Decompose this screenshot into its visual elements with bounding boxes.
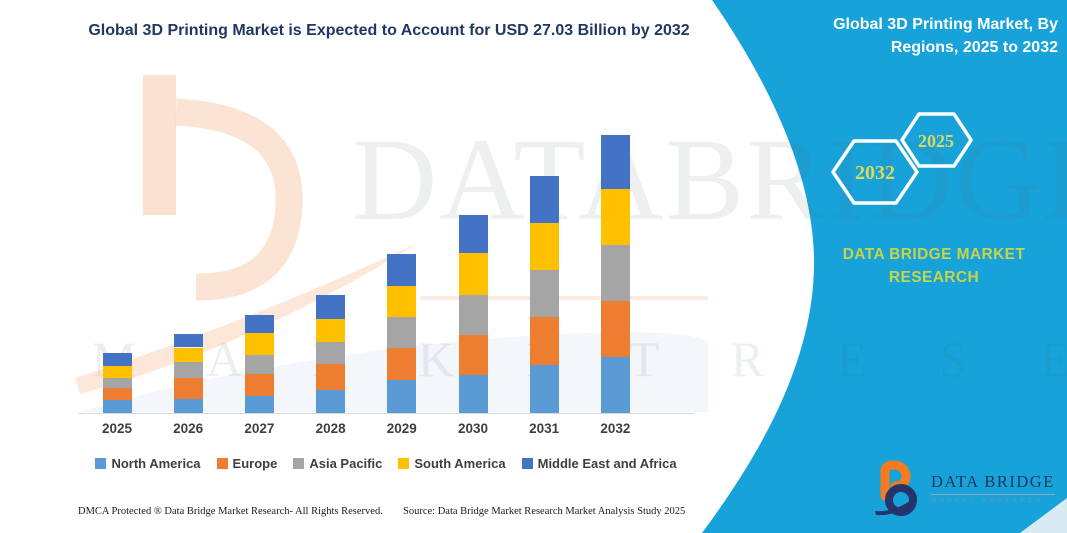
x-tick-2030: 2030: [457, 421, 489, 436]
dbmr-logo-icon: [875, 460, 919, 516]
x-tick-2027: 2027: [244, 421, 275, 436]
bar-segment-south-america-2027: [244, 333, 274, 356]
source-text: Source: Data Bridge Market Research Mark…: [403, 506, 686, 517]
bar-segment-south-america-2025: [102, 366, 132, 378]
bar-segment-asia-pacific-2032: [600, 245, 630, 302]
bar-segment-europe-2030: [458, 335, 488, 375]
legend-item-north-america: North America: [95, 456, 201, 471]
x-tick-2032: 2032: [600, 421, 631, 436]
bar-segment-middle-east-and-africa-2026: [173, 333, 203, 348]
x-tick-2029: 2029: [386, 421, 417, 436]
bar-segment-north-america-2026: [173, 398, 203, 413]
legend-item-middle-east-and-africa: Middle East and Africa: [521, 456, 677, 471]
legend-label-asia-pacific: Asia Pacific: [309, 456, 383, 471]
copyright-text: DMCA Protected ® Data Bridge Market Rese…: [78, 506, 383, 517]
bar-segment-south-america-2030: [458, 252, 488, 296]
legend-swatch-asia-pacific: [293, 458, 305, 469]
legend-swatch-south-america: [398, 458, 410, 469]
logo-sub-text: MARKET RESEARCH: [931, 497, 1044, 504]
bar-segment-south-america-2028: [316, 319, 346, 343]
legend-swatch-middle-east-and-africa: [521, 458, 533, 469]
legend-item-south-america: South America: [398, 456, 506, 471]
brand-caption: DATA BRIDGE MARKET RESEARCH: [842, 246, 1026, 287]
bar-segment-asia-pacific-2030: [458, 295, 488, 336]
bar-segment-asia-pacific-2027: [244, 355, 274, 374]
bar-segment-north-america-2028: [316, 390, 346, 413]
bar-segment-south-america-2031: [529, 223, 559, 270]
x-tick-2026: 2026: [173, 421, 204, 436]
bar-segment-asia-pacific-2031: [529, 269, 559, 318]
bar-segment-middle-east-and-africa-2027: [244, 315, 274, 334]
bar-segment-europe-2031: [529, 317, 559, 366]
dbmr-logo: DATA BRIDGE MARKET RESEARCH: [873, 460, 1055, 516]
plot-area: [78, 80, 694, 414]
legend-item-europe: Europe: [216, 456, 278, 471]
bar-segment-middle-east-and-africa-2032: [600, 135, 630, 190]
bar-segment-europe-2025: [102, 387, 132, 400]
bar-segment-middle-east-and-africa-2031: [529, 176, 559, 224]
bar-segment-middle-east-and-africa-2030: [458, 215, 488, 253]
bar-segment-europe-2028: [316, 364, 346, 390]
chart-title: Global 3D Printing Market is Expected to…: [88, 22, 690, 39]
bar-segment-north-america-2025: [102, 399, 132, 413]
legend-swatch-north-america: [95, 458, 107, 469]
bar-segment-europe-2027: [244, 373, 274, 396]
bar-segment-middle-east-and-africa-2025: [102, 353, 132, 367]
bar-segment-north-america-2030: [458, 374, 488, 413]
bar-segment-south-america-2032: [600, 189, 630, 246]
legend-label-europe: Europe: [232, 456, 278, 471]
bar-segment-middle-east-and-africa-2029: [387, 253, 417, 287]
bar-segment-north-america-2032: [600, 357, 630, 413]
bar-segment-middle-east-and-africa-2028: [316, 294, 346, 320]
bar-segment-europe-2032: [600, 301, 630, 358]
legend-label-south-america: South America: [414, 456, 506, 471]
bar-segment-south-america-2029: [387, 286, 417, 318]
bar-segment-asia-pacific-2029: [387, 317, 417, 349]
legend-item-asia-pacific: Asia Pacific: [293, 456, 382, 471]
bar-segment-asia-pacific-2028: [316, 342, 346, 365]
bar-segment-asia-pacific-2025: [102, 378, 132, 388]
side-panel-title: Global 3D Printing Market, By Regions, 2…: [833, 16, 1058, 57]
x-tick-2028: 2028: [315, 421, 346, 436]
chart-legend: North America Europe Asia Pacific South Ame…: [60, 456, 712, 471]
bar-segment-north-america-2027: [244, 395, 274, 413]
bar-segment-north-america-2029: [387, 380, 417, 413]
bar-segment-asia-pacific-2026: [173, 362, 203, 378]
legend-label-middle-east-and-africa: Middle East and Africa: [537, 456, 677, 471]
legend-label-north-america: North America: [111, 456, 201, 471]
x-axis-ticks: 2025 2026 2027 2028 2029 2030 2031 2032: [78, 421, 694, 439]
bar-segment-europe-2026: [173, 378, 203, 399]
legend-swatch-europe: [216, 458, 228, 469]
bar-segment-north-america-2031: [529, 365, 559, 413]
bar-segment-south-america-2026: [173, 347, 203, 363]
x-tick-2025: 2025: [101, 421, 133, 436]
x-tick-2031: 2031: [529, 421, 560, 436]
logo-brand-text: DATA BRIDGE: [931, 472, 1055, 495]
bar-segment-europe-2029: [387, 348, 417, 381]
